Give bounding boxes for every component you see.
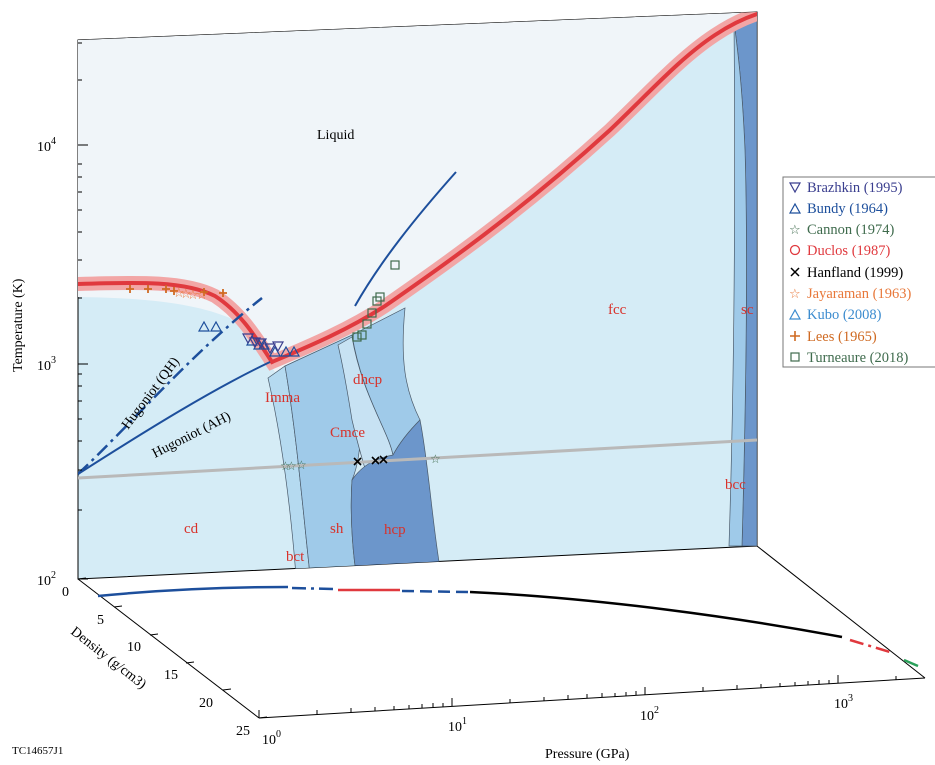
density-curve-dashed bbox=[401, 589, 469, 594]
z-tick-label-0: 0 bbox=[62, 585, 69, 600]
svg-text:Duclos (1987): Duclos (1987) bbox=[807, 243, 891, 259]
density-curve-dashdot bbox=[291, 586, 336, 591]
marker-jayaraman-1963: ☆☆☆☆ bbox=[173, 286, 208, 303]
y-tick-label-3: 103 bbox=[37, 355, 56, 374]
phase-label-cmce: Cmce bbox=[330, 425, 365, 441]
legend-entry-cannon: ☆ Cannon (1974) bbox=[789, 222, 895, 238]
hugoniot-ah-curve bbox=[78, 361, 271, 475]
svg-text:☆: ☆ bbox=[296, 458, 307, 472]
svg-text:Bundy (1964): Bundy (1964) bbox=[807, 201, 888, 217]
figure-code: TC14657J1 bbox=[12, 745, 63, 757]
marker-brazhkin-1995 bbox=[241, 333, 285, 355]
svg-text:Lees (1965): Lees (1965) bbox=[807, 329, 877, 345]
x-tick-label-1: 101 bbox=[448, 716, 467, 735]
z-tick-label-10: 10 bbox=[127, 640, 141, 655]
svg-text:☆: ☆ bbox=[196, 288, 208, 303]
legend-entry-lees: Lees (1965) bbox=[790, 329, 877, 345]
phase-label-bct: bct bbox=[286, 549, 305, 565]
svg-text:☆: ☆ bbox=[430, 452, 441, 466]
phase-label-imma: Imma bbox=[265, 390, 300, 406]
svg-text:Turneaure (2018): Turneaure (2018) bbox=[807, 350, 909, 366]
density-curve-black bbox=[469, 590, 843, 639]
legend-entry-hanfland: Hanfland (1999) bbox=[790, 265, 903, 281]
density-curve-cd bbox=[97, 585, 289, 598]
phase-label-fcc: fcc bbox=[608, 302, 627, 318]
phase-label-bcc: bcc bbox=[725, 477, 746, 493]
x-tick-label-3: 103 bbox=[834, 693, 853, 712]
hugoniot-qh-curve bbox=[78, 297, 263, 475]
svg-text:☆: ☆ bbox=[180, 287, 192, 302]
melt-curve bbox=[78, 12, 757, 365]
x-axis-ticks bbox=[258, 675, 897, 718]
triangle-up-icon bbox=[788, 202, 802, 214]
z-axis-ticks bbox=[77, 577, 268, 719]
legend-entry-brazhkin: Brazhkin (1995) bbox=[788, 180, 903, 196]
x-icon bbox=[790, 267, 800, 277]
bcc-region bbox=[728, 21, 747, 547]
x-tick-label-2: 102 bbox=[640, 705, 659, 724]
z-tick-label-15: 15 bbox=[164, 668, 178, 683]
marker-lees-1965 bbox=[126, 285, 227, 297]
floor-frame bbox=[77, 545, 926, 719]
svg-text:Cannon (1974): Cannon (1974) bbox=[807, 222, 895, 238]
marker-cannon-1974: ☆☆ ☆ ☆ bbox=[280, 452, 441, 473]
y-tick-label-4: 104 bbox=[37, 136, 56, 155]
svg-text:Kubo (2008): Kubo (2008) bbox=[807, 307, 882, 323]
x-axis-label: Pressure (GPa) bbox=[545, 747, 630, 762]
legend-box bbox=[782, 176, 935, 368]
legend-entry-kubo: Kubo (2008) bbox=[788, 307, 882, 323]
phase-label-hcp: hcp bbox=[384, 522, 406, 538]
density-curve bbox=[97, 585, 919, 668]
svg-text:☆: ☆ bbox=[280, 459, 291, 473]
marker-turneaure-2018 bbox=[352, 260, 400, 342]
y-axis bbox=[78, 42, 88, 580]
triangle-down-icon bbox=[788, 182, 802, 194]
legend-entry-bundy: Bundy (1964) bbox=[788, 201, 888, 217]
legend: Brazhkin (1995) Bundy (1964) ☆ Cannon (1… bbox=[782, 176, 935, 368]
phase-label-liquid: Liquid bbox=[317, 128, 354, 143]
svg-text:Hanfland (1999): Hanfland (1999) bbox=[807, 265, 903, 281]
svg-text:Brazhkin (1995): Brazhkin (1995) bbox=[807, 180, 903, 196]
phase-label-cd: cd bbox=[184, 521, 199, 537]
z-tick-label-5: 5 bbox=[97, 613, 104, 628]
legend-entry-jayaraman: ☆ Jayaraman (1963) bbox=[789, 286, 911, 302]
svg-text:☆: ☆ bbox=[173, 286, 185, 301]
z-tick-label-20: 20 bbox=[199, 696, 213, 711]
svg-text:☆: ☆ bbox=[286, 459, 297, 473]
triangle-up-icon bbox=[788, 308, 802, 320]
legend-entry-duclos: Duclos (1987) bbox=[789, 243, 891, 259]
density-curve-green bbox=[903, 658, 919, 668]
phase-label-sc: sc bbox=[741, 302, 754, 318]
z-axis-label: Density (g/cm3) bbox=[68, 624, 150, 692]
circle-icon bbox=[789, 244, 801, 256]
phase-label-sh: sh bbox=[330, 521, 344, 537]
z-tick-label-25: 25 bbox=[236, 724, 250, 739]
marker-hanfland-1999 bbox=[353, 455, 388, 466]
legend-entry-turneaure: Turneaure (2018) bbox=[790, 350, 909, 366]
x-tick-label-0: 100 bbox=[262, 729, 281, 748]
hugoniot-above-melt-curve bbox=[354, 171, 457, 307]
y-axis-label: Temperature (K) bbox=[11, 278, 26, 372]
phase-label-dhcp: dhcp bbox=[353, 372, 382, 388]
square-icon bbox=[790, 352, 800, 362]
star-open-icon: ☆ bbox=[789, 223, 801, 238]
density-curve-red-dashdot bbox=[849, 638, 891, 654]
svg-text:Jayaraman (1963): Jayaraman (1963) bbox=[807, 286, 911, 302]
svg-text:☆: ☆ bbox=[187, 288, 199, 303]
room-temperature-isotherm bbox=[78, 438, 757, 480]
liquid-region bbox=[78, 12, 757, 372]
y-tick-label-2: 102 bbox=[37, 570, 56, 589]
star-icon: ☆ bbox=[789, 287, 801, 302]
plus-icon bbox=[790, 331, 800, 341]
